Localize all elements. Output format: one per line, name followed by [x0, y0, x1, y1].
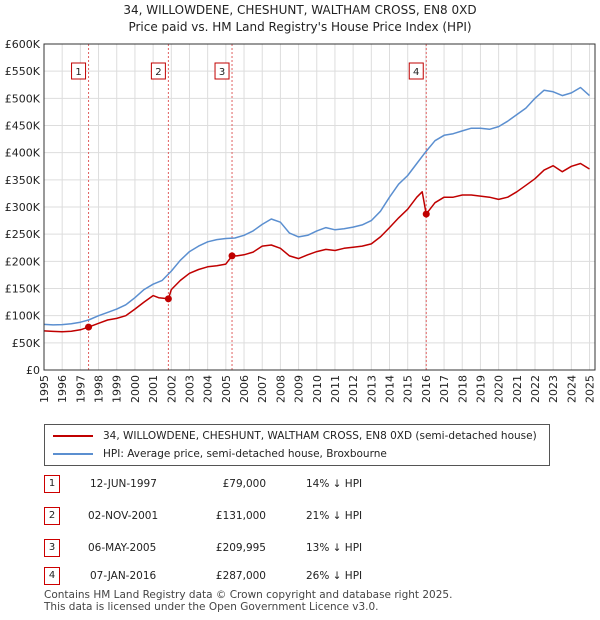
legend-label-property: 34, WILLOWDENE, CHESHUNT, WALTHAM CROSS,…: [103, 430, 537, 442]
x-tick-label: 2023: [547, 375, 560, 403]
transaction-date: 12-JUN-1997: [90, 478, 157, 490]
transaction-row: 3 06-MAY-2005 £209,995 13% ↓ HPI: [44, 538, 544, 560]
x-tick-label: 2007: [256, 375, 269, 403]
transaction-point: [85, 323, 93, 331]
x-tick-label: 2024: [565, 375, 578, 403]
x-tick-label: 2009: [293, 375, 306, 403]
x-tick-label: 1995: [38, 375, 51, 403]
transaction-label-box: [71, 62, 87, 80]
x-tick-label: 2008: [274, 375, 287, 403]
transaction-badge: 1: [44, 475, 60, 493]
x-tick-label: 2006: [238, 375, 251, 403]
y-tick-label: £450K: [5, 120, 41, 133]
x-tick-label: 2020: [493, 375, 506, 403]
transaction-price: £79,000: [222, 478, 266, 490]
x-tick-label: 1999: [111, 375, 124, 403]
transaction-delta: 21% ↓ HPI: [306, 510, 363, 522]
transaction-delta: 14% ↓ HPI: [306, 478, 363, 490]
plot-frame: [43, 43, 596, 371]
transaction-label: 3: [219, 67, 225, 78]
x-tick-label: 2011: [329, 375, 342, 403]
transaction-delta: 26% ↓ HPI: [306, 570, 363, 582]
transaction-date: 02-NOV-2001: [88, 510, 159, 522]
legend-item-property: 34, WILLOWDENE, CHESHUNT, WALTHAM CROSS,…: [53, 428, 537, 444]
x-tick-label: 2000: [129, 375, 142, 403]
y-tick-label: £500K: [5, 92, 41, 105]
transaction-point: [164, 295, 172, 303]
y-tick-label: £400K: [5, 147, 41, 160]
x-tick-label: 2010: [311, 375, 324, 403]
y-tick-label: £300K: [5, 201, 41, 214]
y-tick-label: £0: [26, 364, 40, 377]
attribution-line-2: This data is licensed under the Open Gov…: [44, 601, 379, 613]
x-tick-label: 2002: [165, 375, 178, 403]
transaction-badge: 4: [44, 567, 60, 585]
x-tick-label: 2021: [511, 375, 524, 403]
legend-swatch-blue: [53, 453, 93, 455]
transaction-row: 1 12-JUN-1997 £79,000 14% ↓ HPI: [44, 474, 544, 496]
y-tick-label: £100K: [5, 310, 41, 323]
x-tick-label: 2003: [183, 375, 196, 403]
transaction-price: £131,000: [215, 510, 266, 522]
transaction-date: 06-MAY-2005: [88, 542, 157, 554]
y-tick-label: £250K: [5, 228, 41, 241]
transaction-point: [228, 252, 236, 260]
y-tick-label: £50K: [12, 337, 41, 350]
x-tick-label: 2019: [474, 375, 487, 403]
transaction-delta: 13% ↓ HPI: [306, 542, 363, 554]
x-tick-label: 2004: [202, 375, 215, 403]
x-tick-label: 2015: [402, 375, 415, 403]
transaction-label: 4: [413, 67, 419, 78]
legend-label-hpi: HPI: Average price, semi-detached house,…: [103, 448, 387, 460]
x-tick-label: 2005: [220, 375, 233, 403]
x-tick-label: 2017: [438, 375, 451, 403]
x-tick-label: 2013: [365, 375, 378, 403]
y-tick-label: £150K: [5, 283, 41, 296]
transaction-badge: 3: [44, 539, 60, 557]
transaction-label-box: [214, 62, 230, 80]
chart-legend: 34, WILLOWDENE, CHESHUNT, WALTHAM CROSS,…: [44, 424, 550, 466]
transaction-price: £287,000: [215, 570, 266, 582]
transaction-label-box: [150, 62, 166, 80]
chart-subtitle: Price paid vs. HM Land Registry's House …: [128, 20, 472, 34]
transaction-price: £209,995: [215, 542, 266, 554]
x-tick-label: 2018: [456, 375, 469, 403]
price-chart: £0 £50K £100K £150K £200K £250K £300K £350K £400…: [5, 38, 597, 403]
x-tick-label: 2025: [584, 375, 597, 403]
transaction-date: 07-JAN-2016: [90, 570, 157, 582]
chart-title: 34, WILLOWDENE, CHESHUNT, WALTHAM CROSS,…: [123, 3, 477, 17]
x-tick-label: 2012: [347, 375, 360, 403]
y-tick-label: £550K: [5, 65, 41, 78]
x-tick-label: 2001: [147, 375, 160, 403]
x-tick-label: 1998: [93, 375, 106, 403]
y-tick-label: £200K: [5, 255, 41, 268]
x-tick-label: 1996: [56, 375, 69, 403]
legend-item-hpi: HPI: Average price, semi-detached house,…: [53, 446, 387, 462]
y-tick-label: £600K: [5, 38, 41, 51]
attribution: Contains HM Land Registry data © Crown c…: [44, 589, 452, 613]
x-tick-label: 2022: [529, 375, 542, 403]
transaction-row: 2 02-NOV-2001 £131,000 21% ↓ HPI: [44, 506, 544, 528]
transaction-label: 2: [155, 67, 161, 78]
hpi-line: [43, 86, 591, 326]
transaction-row: 4 07-JAN-2016 £287,000 26% ↓ HPI: [44, 566, 544, 588]
transaction-label: 1: [75, 67, 81, 78]
x-tick-label: 2016: [420, 375, 433, 403]
x-tick-label: 2014: [384, 375, 397, 403]
transaction-label-box: [408, 62, 424, 80]
legend-swatch-red: [53, 435, 93, 437]
attribution-line-1: Contains HM Land Registry data © Crown c…: [44, 589, 453, 601]
transaction-badge: 2: [44, 507, 60, 525]
y-tick-label: £350K: [5, 174, 41, 187]
x-tick-label: 1997: [74, 375, 87, 403]
transaction-point: [422, 210, 430, 218]
property-price-line: [43, 162, 590, 333]
